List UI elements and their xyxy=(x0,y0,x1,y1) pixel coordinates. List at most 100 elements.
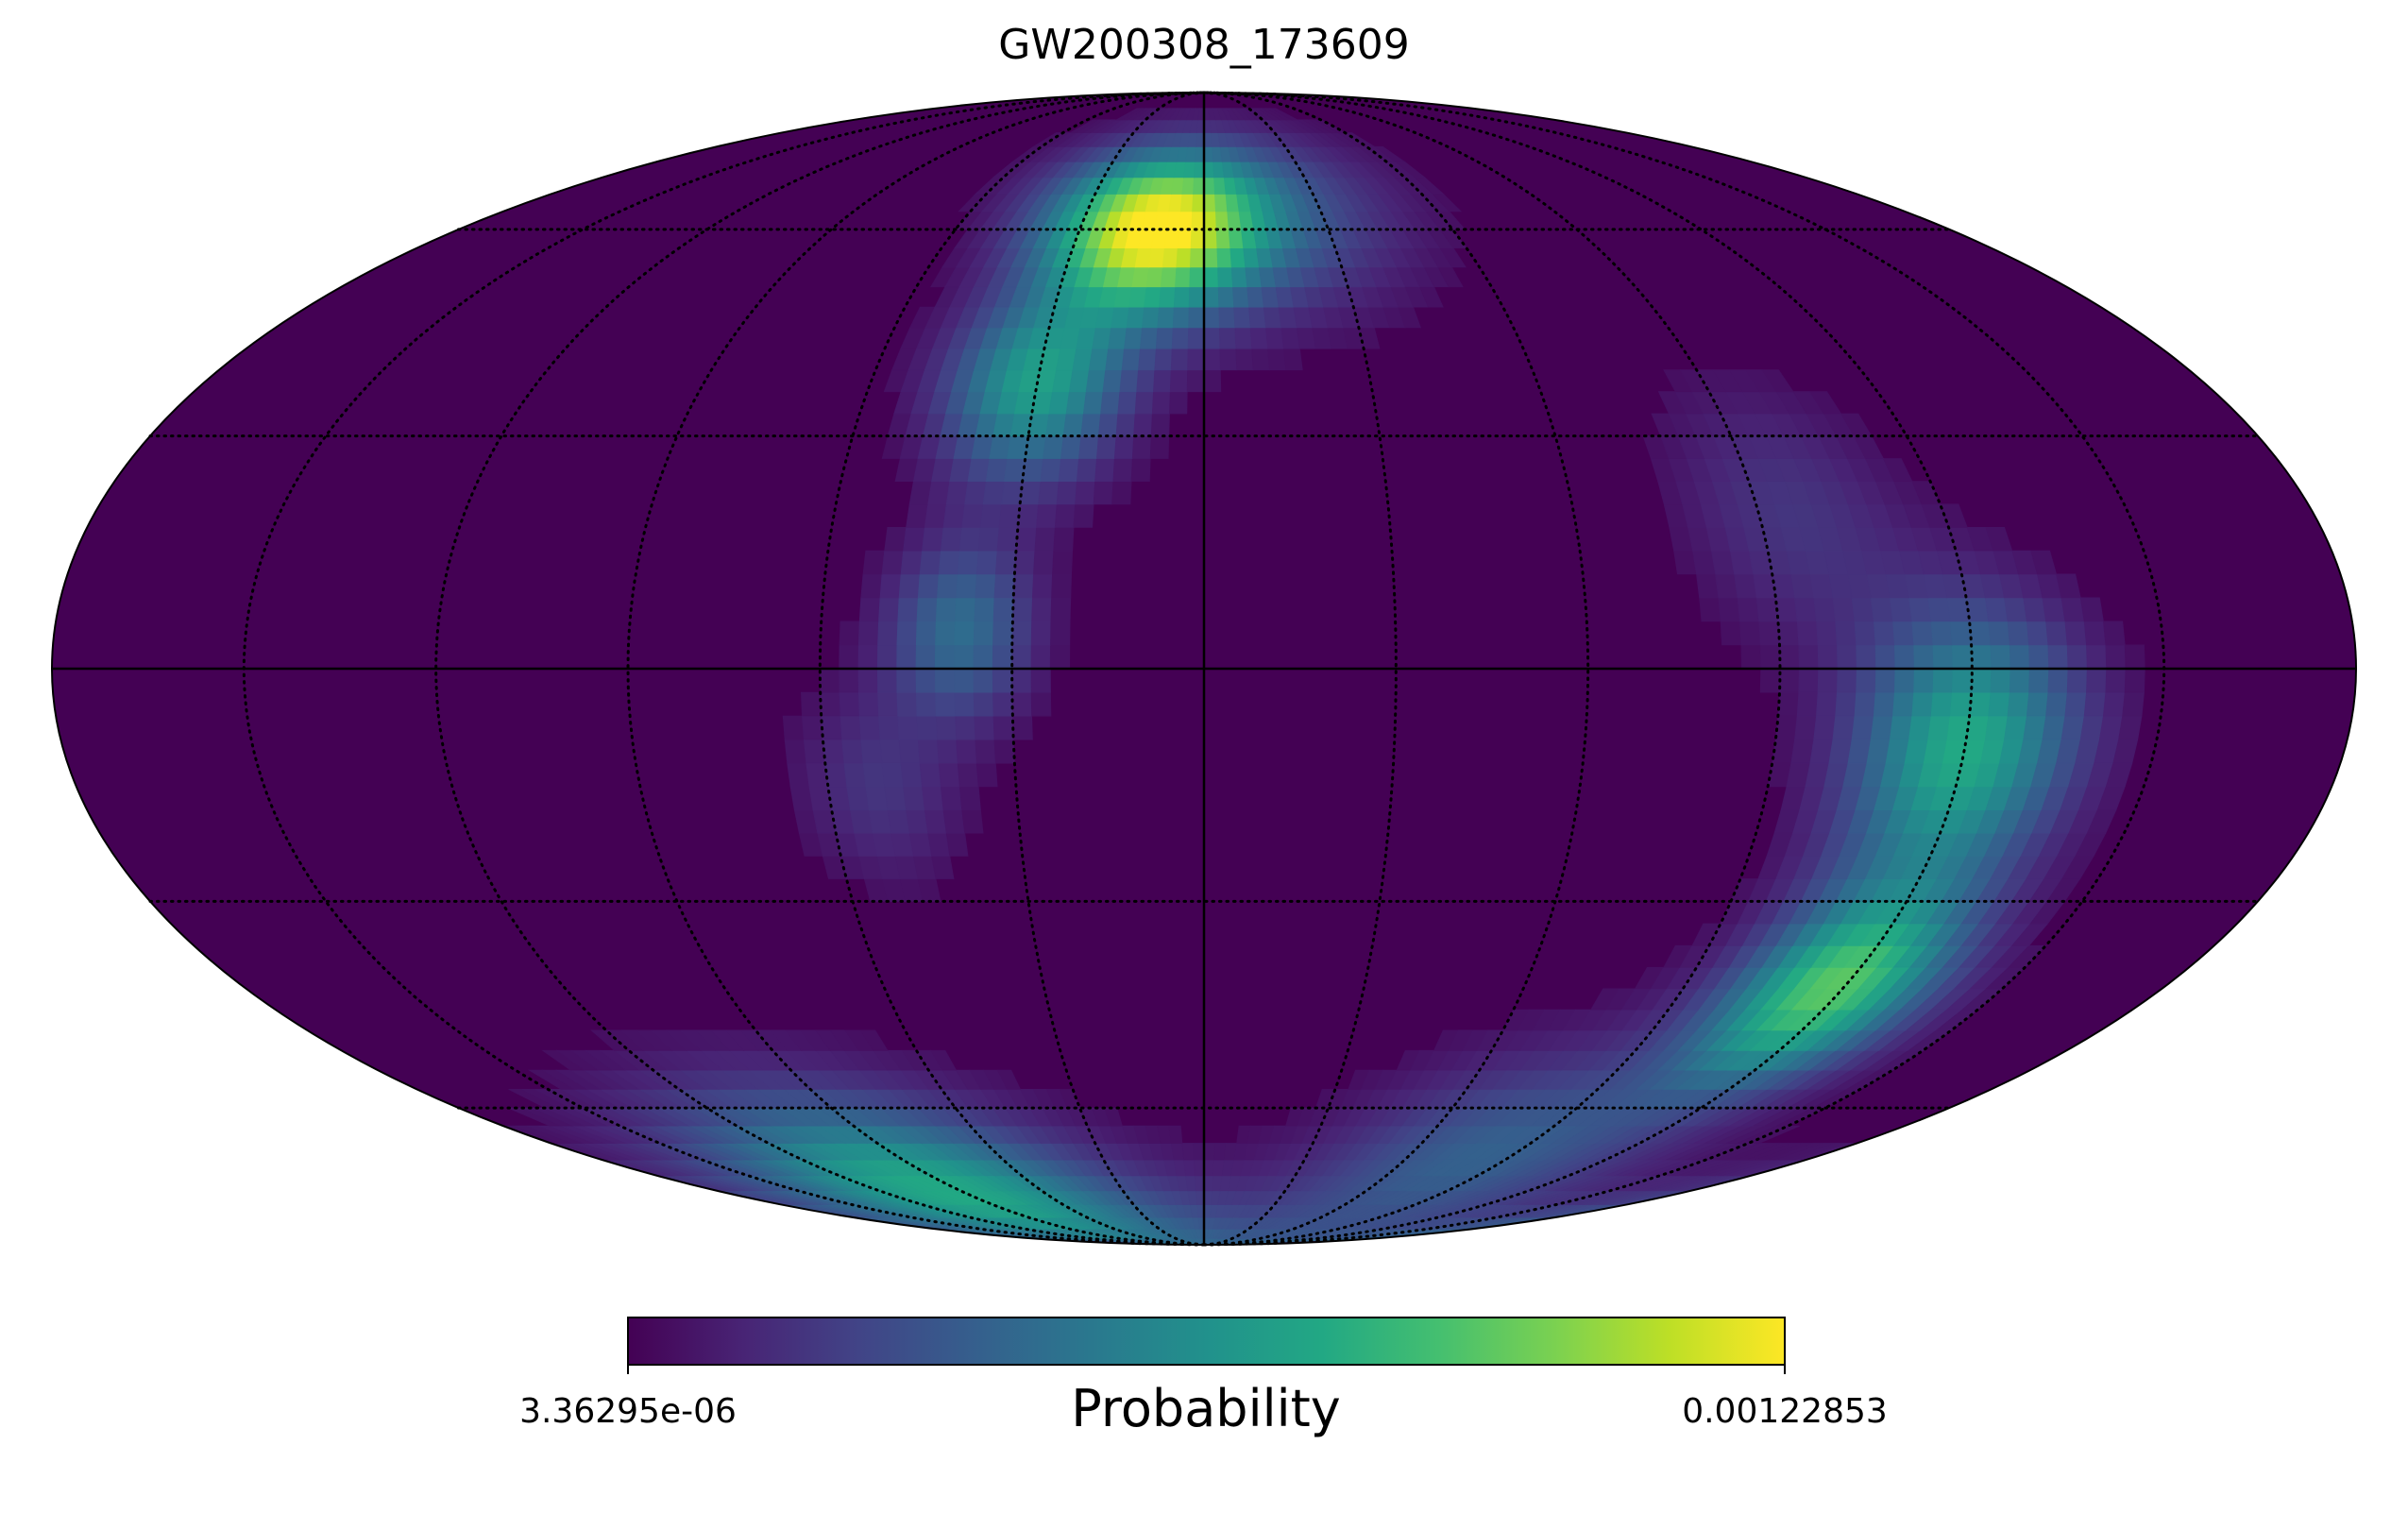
heatmap-cell xyxy=(857,644,879,670)
heatmap-cell xyxy=(1214,211,1229,230)
heatmap-cell xyxy=(1126,306,1145,329)
heatmap-cell xyxy=(935,597,958,622)
heatmap-cell xyxy=(1188,306,1205,329)
heatmap-cell xyxy=(992,620,1013,646)
heatmap-cell xyxy=(1777,620,1800,646)
heatmap-cell xyxy=(992,644,1013,670)
heatmap-cell xyxy=(1836,644,1857,670)
heatmap-cell xyxy=(1203,1175,1214,1192)
heatmap-cell xyxy=(843,762,867,788)
heatmap-cell xyxy=(1108,327,1128,349)
heatmap-cell xyxy=(1874,644,1896,670)
heatmap-cell xyxy=(1030,644,1051,670)
heatmap-cell xyxy=(955,597,976,622)
heatmap-cell xyxy=(1755,597,1779,622)
colorbar-max-label: 0.00122853 xyxy=(1682,1392,1888,1431)
heatmap-cell xyxy=(857,668,879,693)
heatmap-cell xyxy=(938,762,960,788)
heatmap-cell xyxy=(1893,668,1915,693)
heatmap-cell xyxy=(1203,1143,1215,1161)
heatmap-cell xyxy=(1193,177,1205,195)
heatmap-cell xyxy=(1188,286,1205,308)
heatmap-cell xyxy=(1251,348,1270,371)
heatmap-cell xyxy=(784,739,807,764)
heatmap-cell xyxy=(879,573,902,599)
heatmap-cell xyxy=(865,786,889,810)
heatmap-cell xyxy=(857,691,879,717)
heatmap-cell xyxy=(1062,413,1084,437)
heatmap-cell xyxy=(1794,597,1817,622)
heatmap-cell xyxy=(884,527,907,552)
heatmap-cell xyxy=(1011,597,1033,622)
heatmap-cell xyxy=(924,503,947,528)
heatmap-cell xyxy=(1229,247,1246,268)
heatmap-cell xyxy=(903,786,925,810)
heatmap-cell xyxy=(876,668,898,693)
heatmap-cell xyxy=(1185,1175,1196,1192)
heatmap-cell xyxy=(1051,573,1073,599)
heatmap-cell xyxy=(1011,715,1033,740)
heatmap-cell xyxy=(1195,1190,1205,1205)
heatmap-cell xyxy=(1160,266,1178,288)
heatmap-cell xyxy=(1203,348,1221,371)
heatmap-cell xyxy=(992,668,1013,693)
heatmap-cell xyxy=(1235,348,1254,371)
heatmap-cell xyxy=(1759,668,1781,693)
heatmap-cell xyxy=(993,739,1015,764)
heatmap-cell xyxy=(820,691,841,717)
heatmap-cell xyxy=(917,739,940,764)
heatmap-cell xyxy=(1073,503,1094,528)
heatmap-cell xyxy=(1753,573,1776,599)
heatmap-cell xyxy=(1082,391,1104,415)
heatmap-cell xyxy=(1034,527,1056,552)
heatmap-cell xyxy=(1203,266,1219,288)
heatmap-cell xyxy=(1203,211,1217,230)
heatmap-cell xyxy=(1796,620,1819,646)
heatmap-cell xyxy=(1100,391,1121,415)
heatmap-cell xyxy=(1056,481,1077,505)
heatmap-cell xyxy=(1030,668,1051,693)
heatmap-cell xyxy=(1951,644,1973,670)
heatmap-cell xyxy=(2026,691,2049,717)
heatmap-cell xyxy=(1249,327,1269,349)
heatmap-cell xyxy=(1011,691,1033,717)
heatmap-cell xyxy=(1181,1143,1195,1161)
heatmap-cell xyxy=(917,573,940,599)
heatmap-cell xyxy=(2045,691,2068,717)
heatmap-cell xyxy=(1168,194,1183,212)
heatmap-cell xyxy=(1949,620,1973,646)
heatmap-cell xyxy=(954,691,975,717)
heatmap-cell xyxy=(1151,391,1171,415)
heatmap-cell xyxy=(975,573,996,599)
heatmap-cell xyxy=(1170,1143,1185,1161)
heatmap-cell xyxy=(1892,620,1915,646)
heatmap-cell xyxy=(1113,435,1135,459)
heatmap-cell xyxy=(2007,620,2030,646)
heatmap-cell xyxy=(1835,620,1857,646)
heatmap-cell xyxy=(1189,247,1205,268)
heatmap-cell xyxy=(992,691,1013,717)
heatmap-cell xyxy=(958,786,981,810)
heatmap-cell xyxy=(2007,691,2030,717)
heatmap-cell xyxy=(1017,503,1040,528)
heatmap-cell xyxy=(900,762,923,788)
heatmap-cell xyxy=(2064,620,2087,646)
heatmap-cell xyxy=(1015,527,1038,552)
heatmap-cell xyxy=(1095,435,1117,459)
heatmap-cell xyxy=(1195,132,1205,147)
heatmap-cell xyxy=(841,739,864,764)
heatmap-cell xyxy=(927,832,951,857)
heatmap-cell xyxy=(1171,327,1190,349)
heatmap-cell xyxy=(1889,597,1913,622)
heatmap-cell xyxy=(2026,620,2049,646)
heatmap-cell xyxy=(881,762,905,788)
heatmap-cell xyxy=(935,715,958,740)
heatmap-cell xyxy=(1170,348,1189,371)
heatmap-cell xyxy=(916,597,938,622)
heatmap-cell xyxy=(2047,644,2069,670)
heatmap-cell xyxy=(1932,644,1954,670)
heatmap-cell xyxy=(2023,597,2047,622)
heatmap-cell xyxy=(2086,644,2108,670)
heatmap-cell xyxy=(1088,348,1110,371)
heatmap-cell xyxy=(903,527,925,552)
